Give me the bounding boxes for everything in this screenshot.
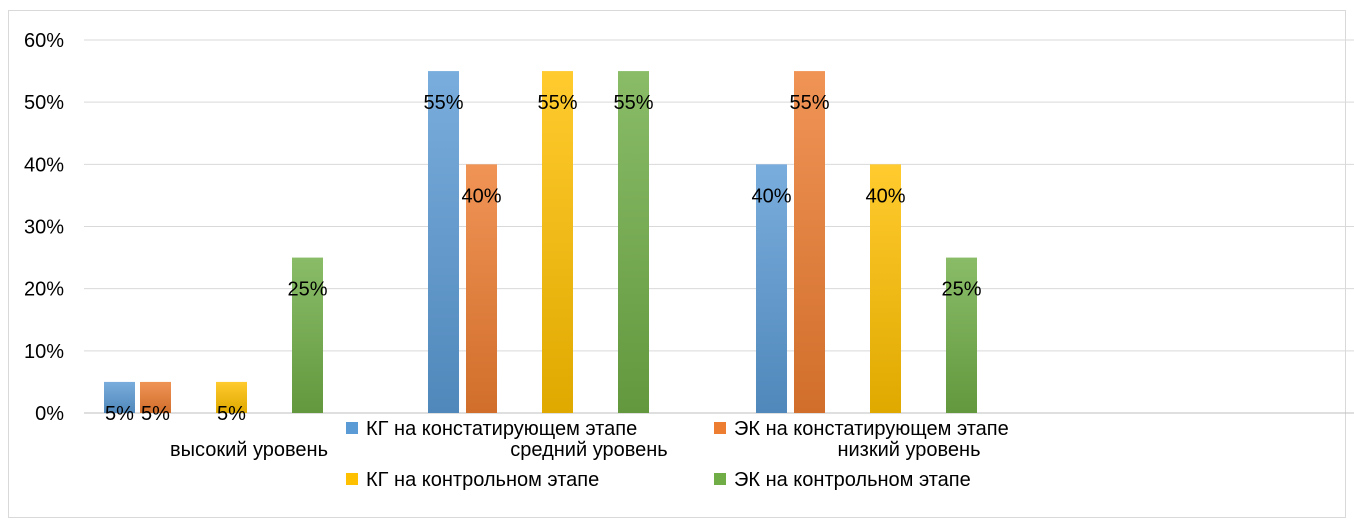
legend-swatch (714, 473, 726, 485)
data-label: 55% (613, 92, 653, 114)
data-label: 40% (865, 185, 905, 207)
data-label: 55% (537, 92, 577, 114)
y-tick-label: 20% (24, 279, 64, 301)
bar (618, 71, 649, 413)
data-label: 5% (141, 403, 170, 425)
category-label: средний уровень (510, 439, 667, 461)
data-label: 25% (287, 279, 327, 301)
data-label: 55% (423, 92, 463, 114)
bar (292, 257, 323, 413)
bar (428, 71, 459, 413)
legend-label: ЭК на контрольном этапе (734, 469, 971, 491)
y-tick-label: 50% (24, 92, 64, 114)
y-tick-label: 60% (24, 30, 64, 52)
data-label: 55% (789, 92, 829, 114)
data-label: 40% (751, 185, 791, 207)
legend-swatch (714, 422, 726, 434)
legend-swatch (346, 422, 358, 434)
legend-label: ЭК на констатирующем этапе (734, 418, 1009, 440)
category-label: высокий уровень (170, 439, 328, 461)
y-tick-label: 40% (24, 154, 64, 176)
bar (756, 164, 787, 413)
y-tick-label: 10% (24, 341, 64, 363)
category-label: низкий уровень (837, 439, 980, 461)
chart-frame (8, 10, 1346, 518)
data-label: 25% (941, 279, 981, 301)
legend-label: КГ на констатирующем этапе (366, 418, 637, 440)
data-label: 40% (461, 185, 501, 207)
bar (542, 71, 573, 413)
y-tick-label: 30% (24, 217, 64, 239)
legend-swatch (346, 473, 358, 485)
legend-label: КГ на контрольном этапе (366, 469, 599, 491)
bar (104, 381, 135, 413)
bar (870, 164, 901, 413)
bar (946, 257, 977, 413)
bar (140, 381, 171, 413)
data-label: 5% (105, 403, 134, 425)
bar (466, 164, 497, 413)
bar (216, 381, 247, 413)
data-label: 5% (217, 403, 246, 425)
bar (794, 71, 825, 413)
y-tick-label: 0% (35, 403, 64, 425)
